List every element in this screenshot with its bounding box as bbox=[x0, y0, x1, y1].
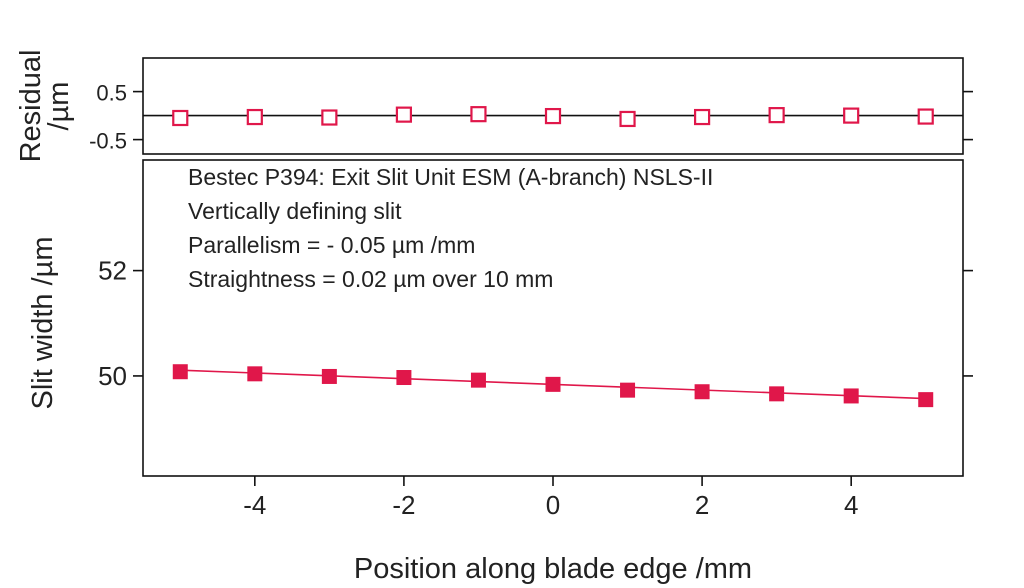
slit-width-point bbox=[470, 372, 486, 388]
residual-plot-frame bbox=[142, 57, 964, 155]
residual-point bbox=[544, 107, 562, 125]
residual-ylabel-line2: /µm bbox=[43, 82, 75, 131]
slit-width-ytick-label: 50 bbox=[98, 361, 127, 391]
slit-width-point bbox=[545, 376, 561, 392]
residual-point bbox=[470, 106, 487, 123]
x-tick-label: -4 bbox=[243, 490, 266, 520]
residual-point bbox=[917, 108, 934, 125]
x-tick-label: 0 bbox=[546, 490, 560, 520]
slit-width-point bbox=[769, 386, 785, 402]
residual-ylabel-line1: Residual bbox=[15, 50, 47, 163]
annotation-title: Bestec P394: Exit Slit Unit ESM (A-branc… bbox=[188, 164, 713, 190]
slit-width-point bbox=[918, 392, 934, 408]
slit-width-point bbox=[172, 364, 188, 380]
residual-point bbox=[172, 109, 189, 127]
residual-ytick-label: 0.5 bbox=[96, 81, 127, 106]
annotation-slit-type: Vertically defining slit bbox=[188, 198, 402, 224]
residual-point bbox=[693, 108, 711, 126]
residual-ticks: 0.5 -0.5 bbox=[89, 81, 973, 154]
slit-width-points bbox=[172, 364, 934, 408]
slit-width-ticks: 52 50 -4 -2 0 2 4 bbox=[98, 256, 973, 520]
slit-width-point bbox=[694, 384, 710, 400]
x-tick-label: 2 bbox=[695, 490, 709, 520]
slit-width-point bbox=[620, 382, 636, 398]
slit-width-point bbox=[247, 366, 263, 382]
residual-point bbox=[395, 106, 413, 123]
residual-ytick-label: -0.5 bbox=[89, 129, 127, 154]
slit-width-panel: 52 50 -4 -2 0 2 4 Bestec P394: Exit Slit Unit … bbox=[27, 159, 973, 585]
slit-width-ylabel: Slit width /µm bbox=[27, 236, 59, 409]
residual-panel: 0.5 -0.5 Residual /µm bbox=[15, 50, 973, 163]
annotation-parallelism: Parallelism = - 0.05 µm /mm bbox=[188, 232, 475, 258]
annotation-block: Bestec P394: Exit Slit Unit ESM (A-branc… bbox=[188, 164, 713, 292]
x-axis-label: Position along blade edge /mm bbox=[354, 553, 752, 585]
x-tick-label: 4 bbox=[844, 490, 858, 520]
x-tick-label: -2 bbox=[392, 490, 415, 520]
slit-width-point bbox=[843, 388, 859, 404]
annotation-straightness: Straightness = 0.02 µm over 10 mm bbox=[188, 266, 553, 292]
slit-width-ytick-label: 52 bbox=[98, 256, 127, 286]
residual-point bbox=[321, 109, 338, 126]
residual-point bbox=[768, 107, 785, 124]
residual-points bbox=[172, 106, 934, 128]
residual-point bbox=[843, 107, 860, 124]
residual-point bbox=[246, 108, 263, 126]
slit-width-point bbox=[396, 370, 412, 386]
slit-width-point bbox=[321, 368, 337, 384]
residual-point bbox=[619, 110, 636, 128]
